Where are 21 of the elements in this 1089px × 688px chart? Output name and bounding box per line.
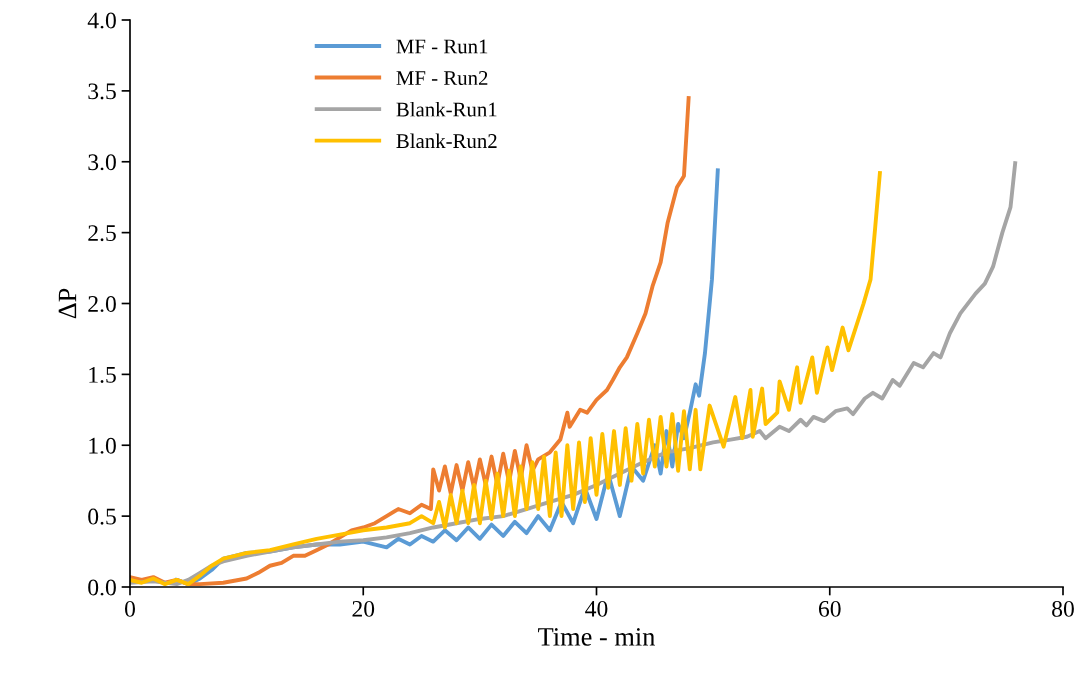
legend-label: Blank-Run1	[396, 101, 497, 117]
x-tick-label: 80	[1052, 600, 1074, 617]
legend-label: MF - Run2	[396, 71, 488, 86]
y-tick-label: 3.0	[88, 154, 116, 171]
y-axis-title: ΔP	[58, 288, 77, 319]
y-tick-label: 4.0	[87, 12, 116, 29]
y-tick-label: 1.5	[89, 366, 116, 383]
line-series	[130, 171, 882, 587]
x-tick-label: 40	[585, 600, 608, 617]
y-tick-label: 0.0	[88, 579, 116, 596]
x-tick-label: 20	[352, 600, 375, 617]
y-tick-label: 1.0	[89, 437, 116, 454]
y-tick-label: 0.5	[88, 508, 116, 525]
y-tick-label: 2.5	[88, 225, 116, 242]
x-tick-label: 60	[818, 600, 841, 617]
y-tick-label: 2.0	[88, 295, 116, 313]
legend-label: Blank-Run2	[396, 133, 497, 149]
y-tick-label: 3.5	[88, 83, 116, 100]
x-axis-title: Time - min	[538, 628, 655, 646]
x-tick-label: 0	[125, 600, 135, 617]
legend-label: MF - Run1	[396, 39, 488, 54]
